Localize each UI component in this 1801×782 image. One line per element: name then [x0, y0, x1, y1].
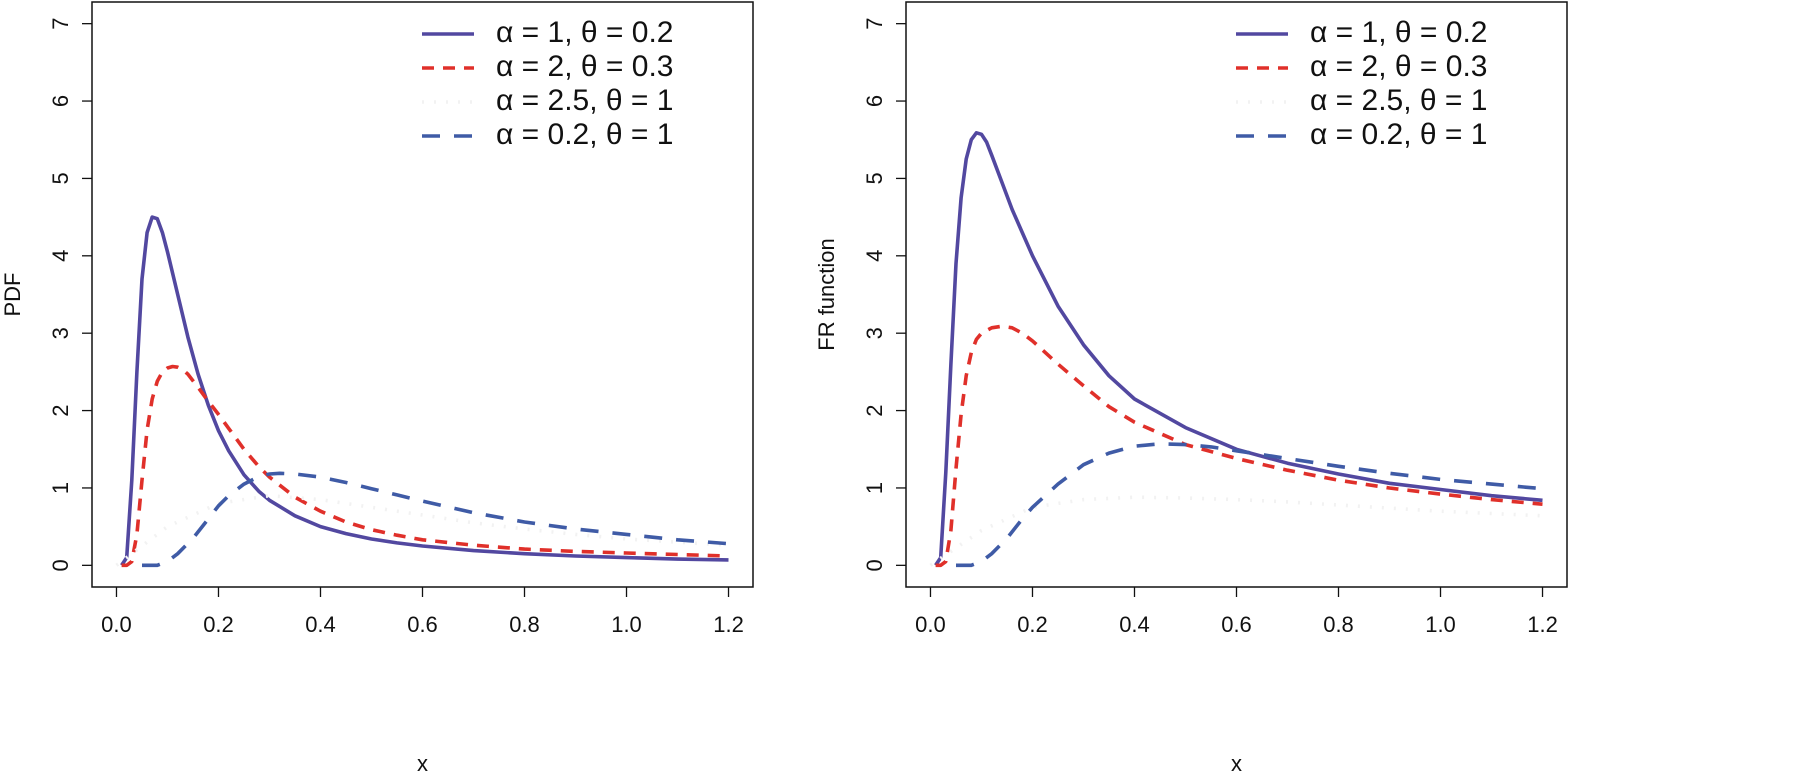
legend-label-2: α = 2, θ = 0.3 [1310, 50, 1487, 83]
x-tick-label: 0.6 [407, 612, 438, 637]
series-line-4 [956, 442, 1543, 568]
y-tick-label: 0 [862, 559, 887, 571]
y-tick-label: 4 [862, 250, 887, 262]
series-line-3 [929, 495, 1543, 567]
x-tick-label: 0.6 [1221, 612, 1252, 637]
x-tick-label: 1.2 [1527, 612, 1558, 637]
chart-panel-1: 0.0 0.2 0.4 0.6 0.8 1.0 1.2 0 1 2 3 4 5 6 7 x PDF α = 1, … [0, 1, 754, 776]
x-tick-label: 1.0 [611, 612, 642, 637]
x-tick-label: 0.8 [509, 612, 540, 637]
series-line-3 [115, 493, 729, 567]
y-axis-label: FR function [814, 238, 839, 351]
series-line-2 [935, 324, 1543, 568]
y-tick-label: 5 [862, 172, 887, 184]
y-tick-label: 4 [48, 250, 73, 262]
y-tick-label: 1 [48, 482, 73, 494]
legend-label-3: α = 2.5, θ = 1 [496, 84, 673, 117]
legend-label-4: α = 0.2, θ = 1 [496, 118, 673, 151]
x-tick-label: 0.2 [1017, 612, 1048, 637]
y-tick-label: 3 [862, 327, 887, 339]
series-line-1 [934, 131, 1543, 567]
x-axis-label: x [1231, 751, 1242, 776]
y-tick-label: 1 [862, 482, 887, 494]
legend-label-3: α = 2.5, θ = 1 [1310, 84, 1487, 117]
x-tick-label: 0.4 [305, 612, 336, 637]
series-line-2 [121, 364, 729, 568]
series-line-1 [120, 215, 729, 567]
x-tick-label: 1.2 [713, 612, 744, 637]
legend-label-1: α = 1, θ = 0.2 [496, 16, 673, 49]
legend-label-1: α = 1, θ = 0.2 [1310, 16, 1487, 49]
x-tick-label: 1.0 [1425, 612, 1456, 637]
x-tick-label: 0.0 [101, 612, 132, 637]
x-tick-label: 0.4 [1119, 612, 1150, 637]
y-tick-label: 6 [48, 95, 73, 107]
y-tick-label: 5 [48, 172, 73, 184]
x-tick-label: 0.2 [203, 612, 234, 637]
y-tick-label: 2 [48, 404, 73, 416]
y-tick-label: 2 [862, 404, 887, 416]
chart-panel-2: 0.0 0.2 0.4 0.6 0.8 1.0 1.2 0 1 2 3 4 5 6 7 x FR functio… [814, 1, 1568, 776]
y-tick-label: 0 [48, 559, 73, 571]
y-tick-label: 7 [862, 18, 887, 30]
legend-label-4: α = 0.2, θ = 1 [1310, 118, 1487, 151]
y-tick-label: 3 [48, 327, 73, 339]
y-axis-label: PDF [0, 273, 25, 317]
y-tick-label: 6 [862, 95, 887, 107]
y-tick-label: 7 [48, 18, 73, 30]
x-axis-label: x [417, 751, 428, 776]
x-tick-label: 0.0 [915, 612, 946, 637]
x-tick-label: 0.8 [1323, 612, 1354, 637]
series-line-4 [142, 471, 729, 568]
legend-label-2: α = 2, θ = 0.3 [496, 50, 673, 83]
